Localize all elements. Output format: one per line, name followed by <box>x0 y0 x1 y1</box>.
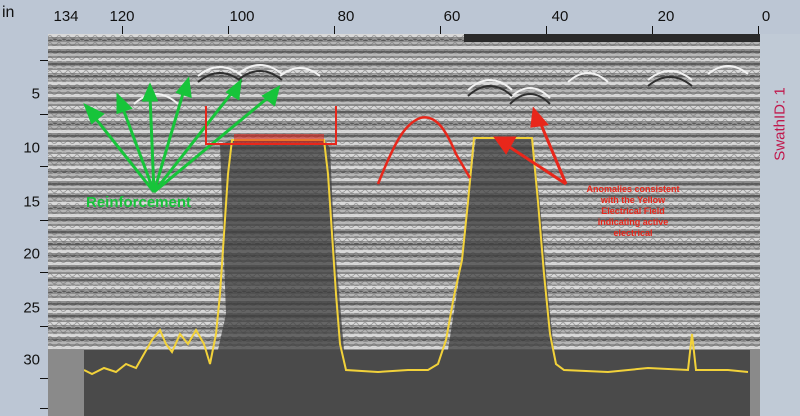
yellow-electrical-field-trace <box>83 137 749 376</box>
red-hyperbola-outline <box>376 116 472 185</box>
depth-tick-15: 15 <box>23 193 40 211</box>
top-tick-mark <box>228 26 229 34</box>
bracket-label-box <box>234 134 324 144</box>
depth-tick-mark <box>40 166 48 167</box>
top-tick-mark <box>334 26 335 34</box>
top-tick-mark <box>652 26 653 34</box>
depth-tick-10: 10 <box>23 139 40 157</box>
anomaly-note: Anomalies consistent with the Yellow Ele… <box>568 184 698 239</box>
depth-tick-mark <box>40 220 48 221</box>
swath-sidebar: SwathID: 1 <box>760 34 800 416</box>
depth-tick-25: 25 <box>23 299 40 317</box>
scan-top-dark-band <box>464 34 760 42</box>
depth-tick-20: 20 <box>23 245 40 263</box>
depth-tick-mark <box>40 408 48 409</box>
electrical-field-left-fill <box>218 140 344 350</box>
top-tick-134: 134 <box>53 8 79 25</box>
depth-tick-mark <box>40 326 48 327</box>
anomaly-line-5: electrical <box>613 228 653 238</box>
depth-tick-5: 5 <box>31 85 40 103</box>
scan-noise <box>48 34 760 350</box>
anomaly-line-1: Anomalies consistent <box>586 184 680 194</box>
anomaly-arrows <box>493 106 568 186</box>
depth-tick-30: 30 <box>23 351 40 369</box>
electrical-field-right-fill <box>448 138 554 350</box>
top-tick-mark <box>546 26 547 34</box>
top-tick-mark <box>758 26 759 34</box>
horizontal-distance-ruler: 134 120 100 80 60 40 20 0 <box>48 0 770 34</box>
anomaly-line-4: indicating active <box>597 217 669 227</box>
left-margin-fill <box>48 350 84 416</box>
hyperbola-reflections <box>133 64 749 105</box>
top-tick-mark <box>440 26 441 34</box>
top-tick-20: 20 <box>657 8 675 25</box>
depth-tick-mark <box>40 114 48 115</box>
below-scan-fill <box>48 350 760 416</box>
hyperbola-shadows <box>197 70 693 105</box>
depth-unit-label: in <box>2 4 15 21</box>
swath-id-label: SwathID: 1 <box>771 87 789 161</box>
top-tick-mark <box>122 26 123 34</box>
top-tick-60: 60 <box>443 8 461 25</box>
anomaly-line-3: Electrical Field <box>601 206 665 216</box>
top-tick-40: 40 <box>551 8 569 25</box>
depth-tick-mark <box>40 378 48 379</box>
top-tick-100: 100 <box>229 8 255 25</box>
depth-tick-mark <box>40 272 48 273</box>
radargram-canvas[interactable] <box>48 34 760 416</box>
annotation-layer <box>83 76 568 194</box>
anomaly-line-2: with the Yellow <box>600 195 666 205</box>
depth-tick-mark <box>40 60 48 61</box>
depth-ruler: 5 10 15 20 25 30 <box>0 34 48 416</box>
top-tick-120: 120 <box>109 8 135 25</box>
reinforcement-label: Reinforcement <box>86 194 192 211</box>
top-tick-80: 80 <box>337 8 355 25</box>
right-margin-fill <box>750 350 760 416</box>
top-tick-0: 0 <box>761 8 771 25</box>
